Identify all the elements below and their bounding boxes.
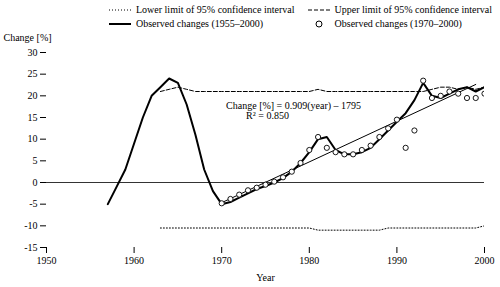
html-text:Observed changes (1970–2000): Observed changes (1970–2000) bbox=[334, 18, 462, 29]
html-text:Upper limit of 95% confidence: Upper limit of 95% confidence interval bbox=[334, 4, 492, 15]
svg-text:Change [%] = 0.909(year) – 179: Change [%] = 0.909(year) – 1795 R² = 0.8… bbox=[226, 100, 361, 121]
svg-text:Change [%]: Change [%] bbox=[4, 32, 52, 43]
svg-text:2000: 2000 bbox=[475, 255, 495, 266]
svg-text:1990: 1990 bbox=[387, 255, 407, 266]
svg-text:-10: -10 bbox=[24, 220, 37, 231]
html-text:Lower limit of 95% confidence: Lower limit of 95% confidence interval bbox=[136, 4, 295, 15]
svg-text:1970: 1970 bbox=[212, 255, 232, 266]
html-text:Observed changes (1955–2000): Observed changes (1955–2000) bbox=[136, 18, 264, 29]
svg-text:5: 5 bbox=[33, 155, 38, 166]
svg-text:25: 25 bbox=[28, 68, 38, 79]
svg-text:10: 10 bbox=[28, 133, 38, 144]
svg-text:1960: 1960 bbox=[124, 255, 144, 266]
svg-text:Year: Year bbox=[256, 272, 275, 283]
svg-text:30: 30 bbox=[28, 47, 38, 58]
svg-text:-15: -15 bbox=[24, 242, 37, 253]
svg-text:15: 15 bbox=[28, 112, 38, 123]
svg-text:1950: 1950 bbox=[37, 255, 57, 266]
svg-text:1980: 1980 bbox=[299, 255, 319, 266]
svg-text:0: 0 bbox=[33, 177, 38, 188]
svg-text:20: 20 bbox=[28, 90, 38, 101]
svg-text:-5: -5 bbox=[29, 198, 37, 209]
